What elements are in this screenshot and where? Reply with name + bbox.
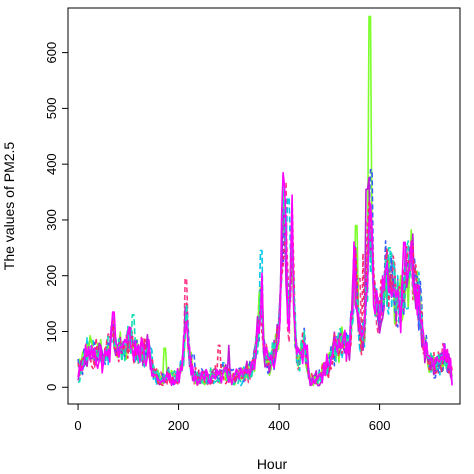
y-axis-title: The values of PM2.5 <box>1 142 17 271</box>
y-tick-label: 500 <box>44 98 59 120</box>
y-tick-label: 400 <box>44 153 59 175</box>
y-tick-label: 100 <box>44 321 59 343</box>
y-tick-label: 200 <box>44 265 59 287</box>
x-tick-label: 600 <box>369 418 391 433</box>
series-line <box>77 171 453 387</box>
plot-frame <box>67 7 461 405</box>
series-layer <box>77 15 453 387</box>
y-tick-label: 0 <box>44 384 59 391</box>
axes-layer: 0 200 400 600 0 100 200 300 400 500 600 <box>44 42 390 433</box>
x-tick-label: 400 <box>268 418 290 433</box>
x-tick-label: 200 <box>168 418 190 433</box>
y-tick-label: 300 <box>44 209 59 231</box>
x-axis-title: Hour <box>257 456 288 472</box>
y-tick-label: 600 <box>44 42 59 64</box>
x-tick-label: 0 <box>74 418 81 433</box>
